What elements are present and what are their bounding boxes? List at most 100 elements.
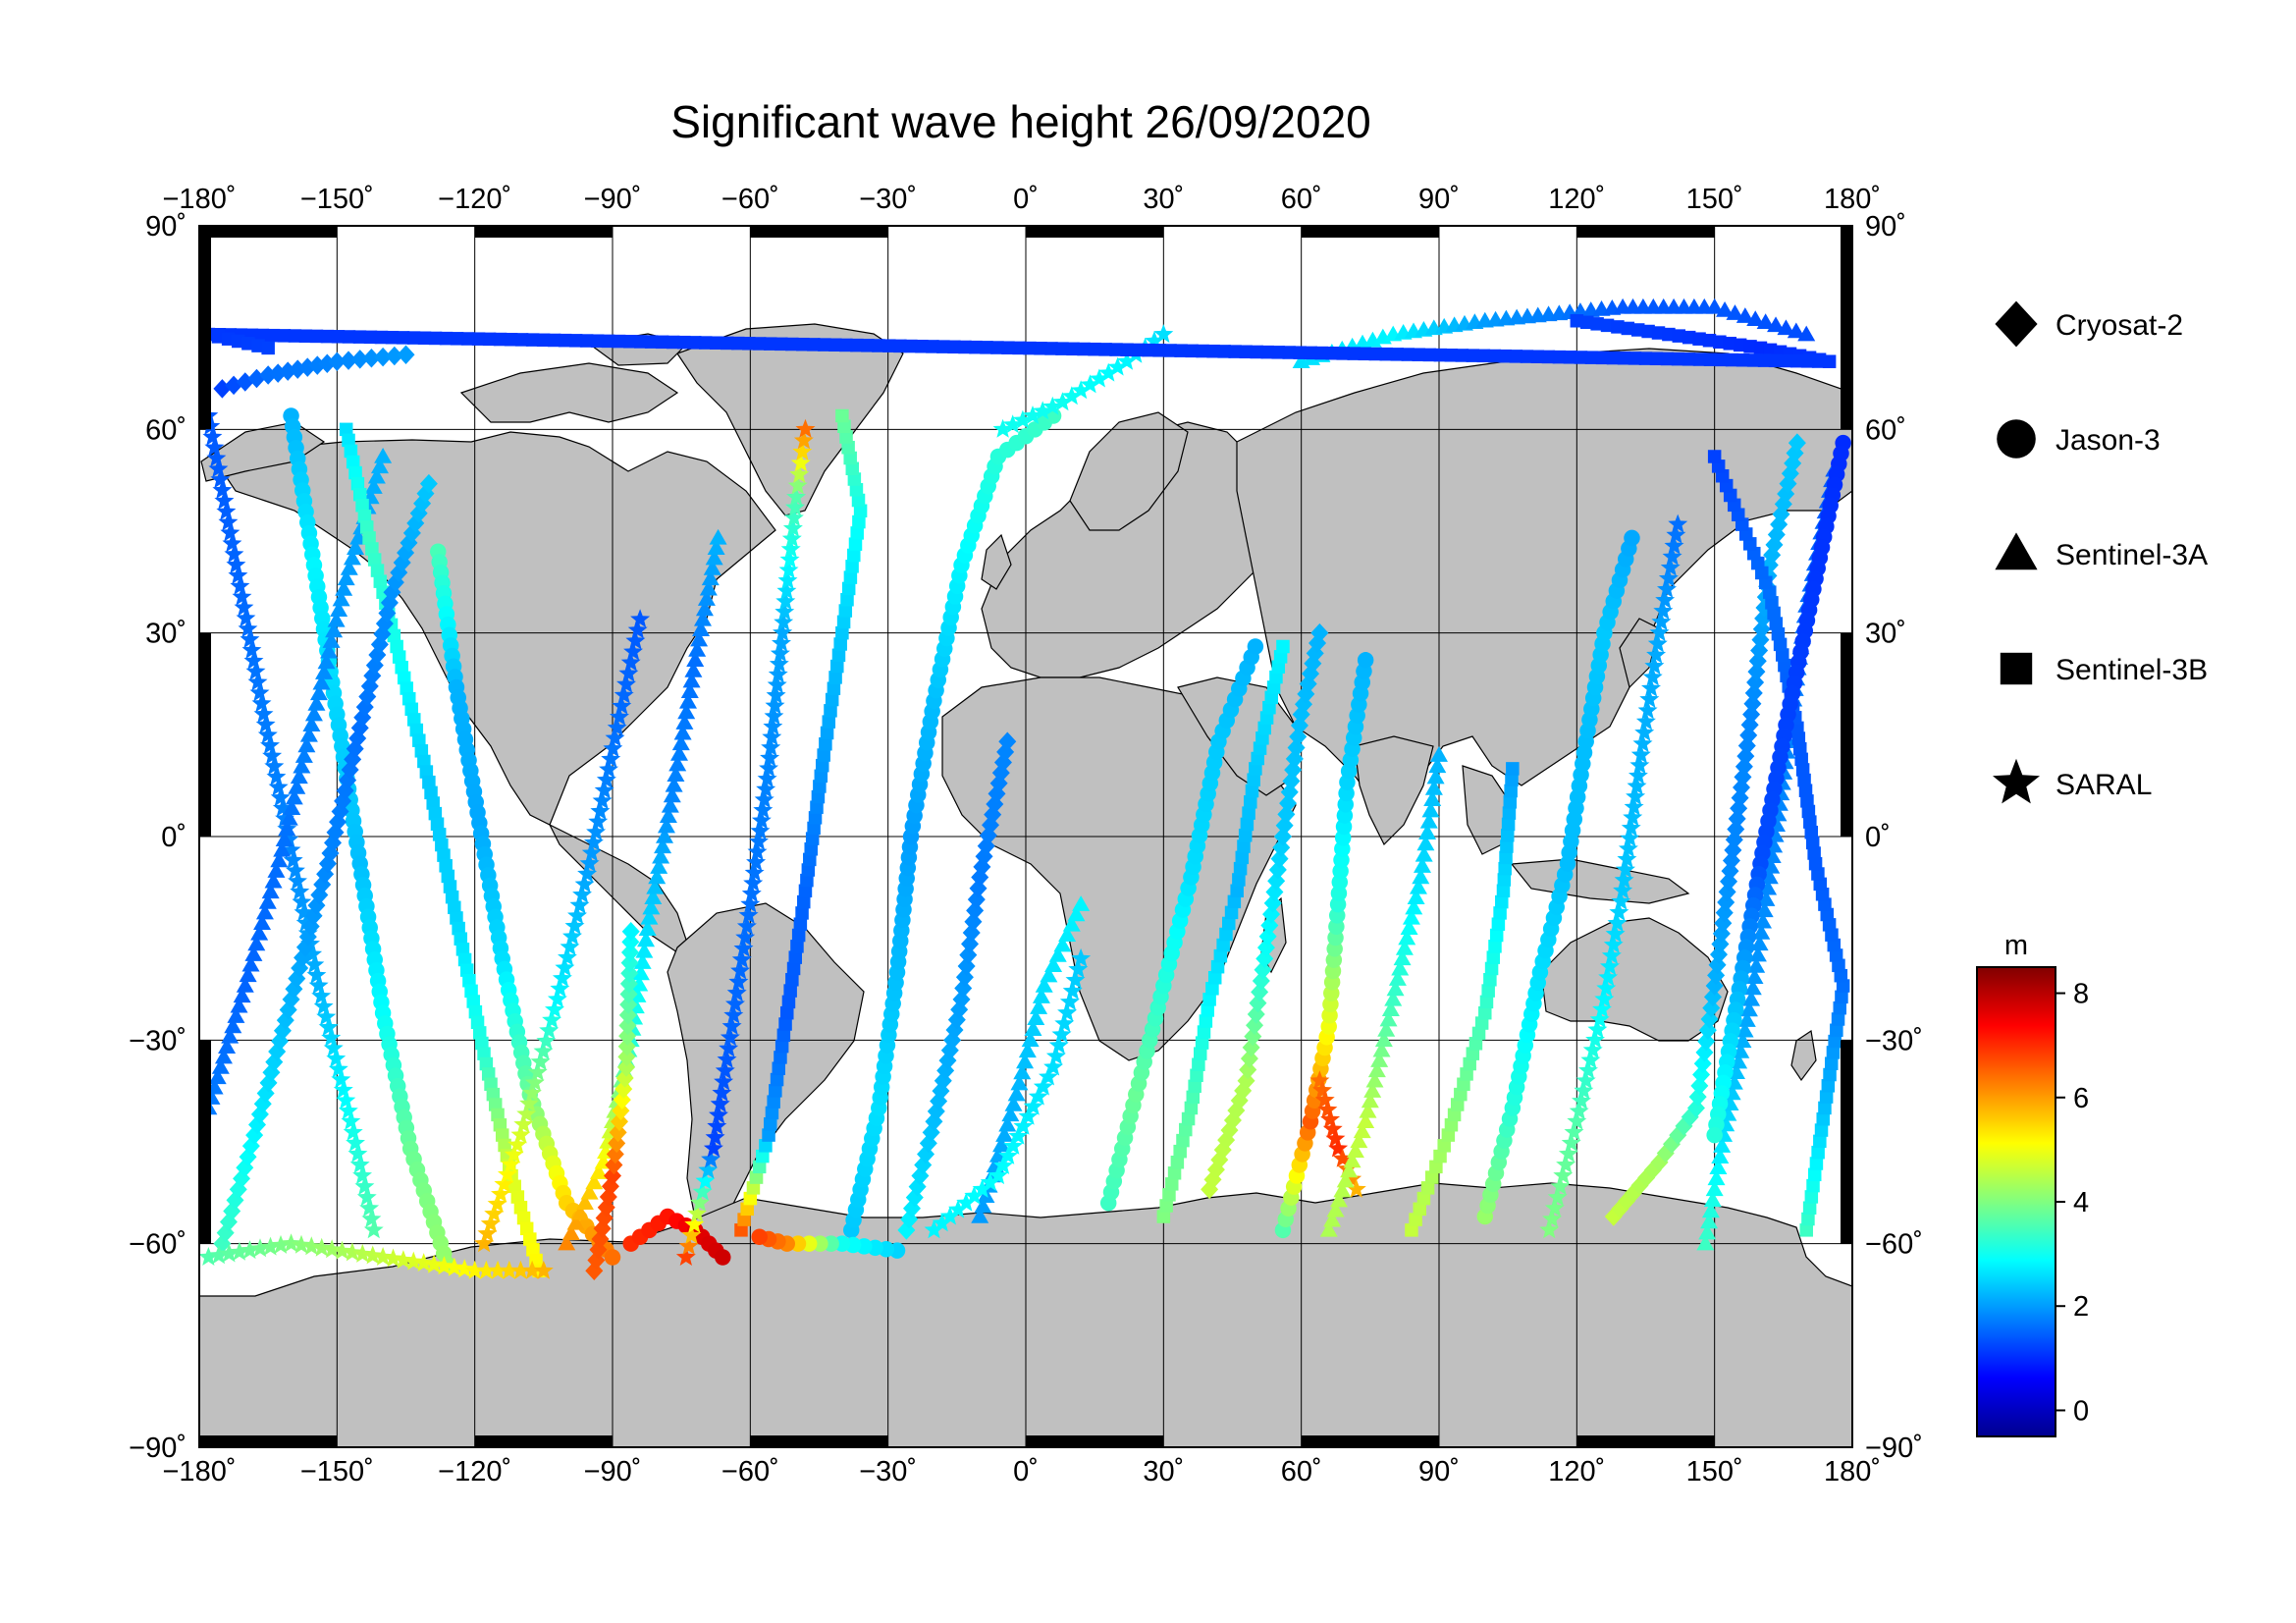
track-point <box>1706 1126 1723 1144</box>
track-point <box>1495 894 1509 909</box>
track-point <box>493 1117 507 1132</box>
track-point <box>494 1173 514 1193</box>
track-point <box>342 1242 362 1262</box>
track-point <box>1152 344 1166 357</box>
track-point <box>663 786 681 803</box>
track-point <box>915 339 929 353</box>
track-point <box>241 955 260 972</box>
track-point <box>348 465 362 480</box>
track-point <box>703 1138 723 1158</box>
legend-label: Jason-3 <box>2056 424 2161 457</box>
track-point <box>721 1016 742 1035</box>
track-point <box>1716 301 1735 317</box>
track-point <box>472 1026 487 1040</box>
track-point <box>800 873 814 888</box>
track-point <box>841 441 855 455</box>
track-point <box>327 611 346 627</box>
track-point <box>747 841 768 861</box>
track-point <box>807 821 821 836</box>
track-point <box>1815 887 1830 901</box>
track-point <box>1027 1009 1045 1025</box>
track-point <box>617 1057 636 1077</box>
track-point <box>740 1202 754 1217</box>
track-point <box>571 1204 590 1220</box>
track-point <box>974 1197 992 1214</box>
track-point <box>1801 1212 1815 1226</box>
track-point <box>697 590 716 606</box>
track-point <box>1617 848 1637 868</box>
track-point <box>1346 1178 1366 1198</box>
track-point <box>1822 918 1837 932</box>
track-point <box>283 799 301 816</box>
track-point <box>1606 351 1621 365</box>
track-point <box>484 1077 498 1092</box>
track-point <box>1618 839 1638 858</box>
lon-tick-label-top: 120˚ <box>1548 184 1605 215</box>
track-point <box>1834 968 1848 983</box>
track-point <box>1820 907 1835 922</box>
track-point <box>1039 1066 1058 1086</box>
track-point <box>236 977 254 993</box>
track-point <box>1044 956 1063 973</box>
track-point <box>698 1160 719 1179</box>
track-point <box>1767 606 1781 621</box>
legend-label: SARAL <box>2056 769 2152 801</box>
track-point <box>1734 1032 1752 1049</box>
track-point <box>264 756 285 776</box>
track-point <box>1787 322 1805 339</box>
track-point <box>705 549 723 566</box>
track-point <box>1077 342 1091 356</box>
track-point <box>260 735 280 754</box>
track-point <box>1407 889 1425 904</box>
track-point <box>1638 352 1653 365</box>
track-point <box>1726 304 1744 320</box>
track-point <box>1259 711 1274 725</box>
track-point <box>1747 956 1766 973</box>
track-point <box>1232 873 1246 887</box>
track-point <box>618 663 639 682</box>
track-point <box>757 769 777 787</box>
track-point <box>454 1259 475 1278</box>
track-point <box>1401 348 1415 361</box>
track-point <box>1023 341 1037 355</box>
track-point <box>795 906 809 920</box>
track-point <box>1244 795 1257 809</box>
track-point <box>326 1049 347 1067</box>
track-point <box>224 1017 242 1034</box>
track-point <box>266 766 287 785</box>
track-point <box>1199 1014 1213 1028</box>
track-point <box>627 620 648 639</box>
track-point <box>707 539 725 556</box>
lon-ticks-bottom: −180˚ −150˚ −120˚ −90˚ −60˚ −30˚ 0˚ 30˚ 60˚ 90˚ 12… <box>163 1456 1882 1488</box>
track-point <box>216 501 237 520</box>
track-point <box>562 926 582 946</box>
track-point <box>670 745 689 761</box>
track-point <box>387 628 401 643</box>
track-point <box>328 352 347 371</box>
track-point <box>798 884 813 898</box>
track-point <box>1575 1070 1596 1090</box>
track-point <box>830 659 844 674</box>
track-point <box>703 560 721 575</box>
track-point <box>253 914 272 930</box>
track-point <box>1217 345 1231 358</box>
track-point <box>1329 1191 1348 1208</box>
track-point <box>734 1223 748 1237</box>
track-point <box>604 1249 621 1266</box>
track-point <box>1520 350 1534 363</box>
track-point <box>293 757 311 774</box>
track-point <box>1466 1047 1480 1060</box>
track-point <box>1611 320 1625 334</box>
track-point <box>1750 935 1769 951</box>
track-point <box>313 996 334 1015</box>
track-point <box>785 337 799 352</box>
track-point <box>323 1038 344 1057</box>
track-point <box>1402 908 1420 925</box>
track-point <box>542 1009 562 1029</box>
lon-tick-label-top: 30˚ <box>1143 184 1184 215</box>
track-point <box>1563 351 1577 364</box>
legend-item: Cryosat-2 <box>1995 300 2183 348</box>
track-point <box>926 340 939 353</box>
track-point <box>1649 622 1670 642</box>
